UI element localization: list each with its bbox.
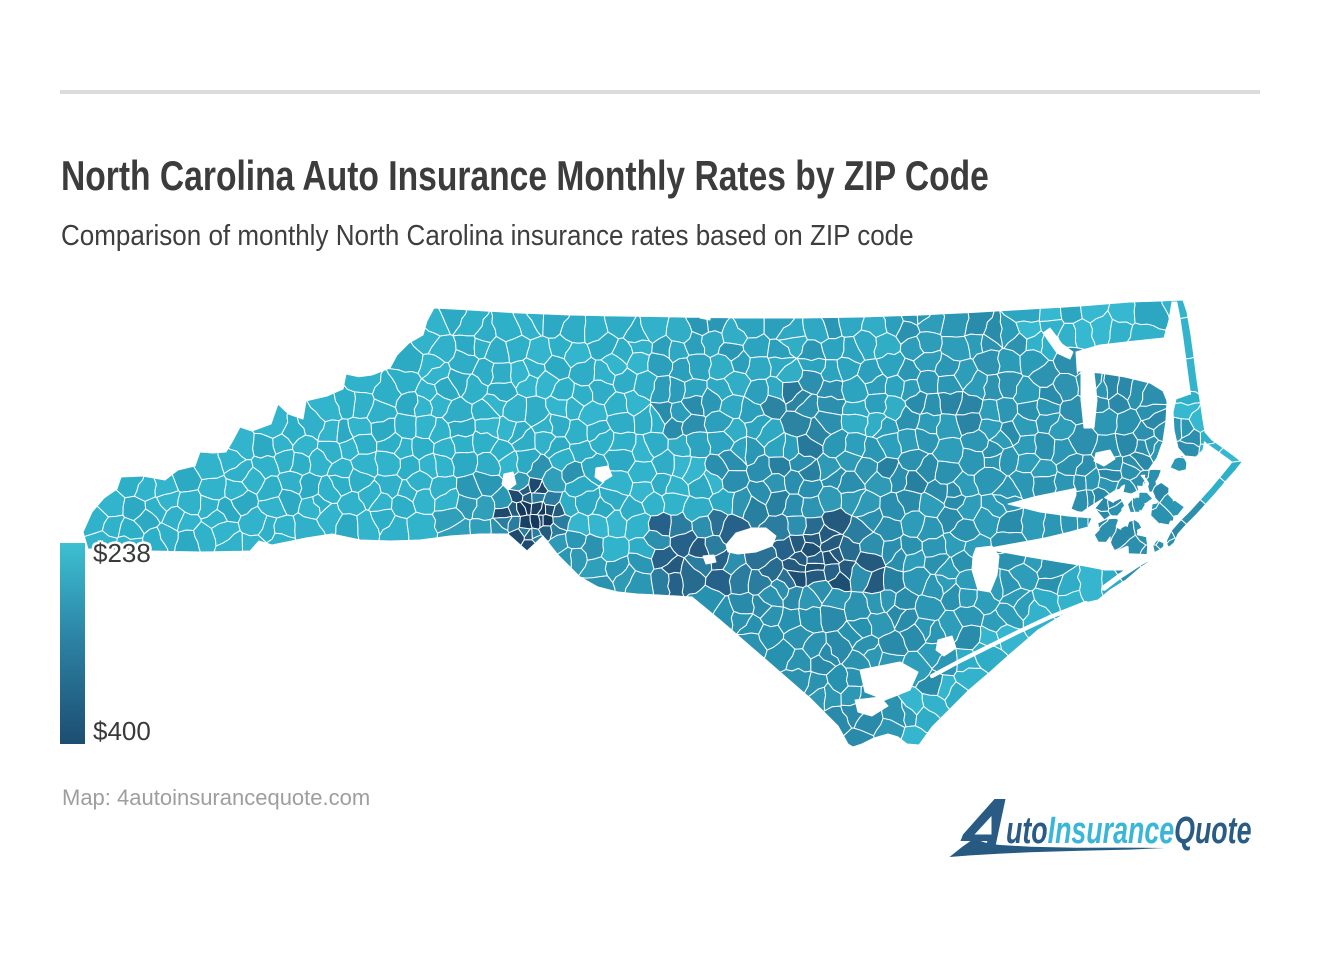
- svg-text:utoInsuranceQuote: utoInsuranceQuote: [1006, 808, 1251, 851]
